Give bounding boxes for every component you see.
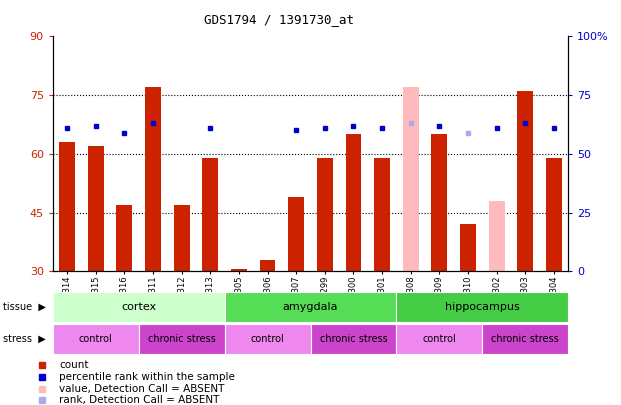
Bar: [59, 142, 75, 271]
Bar: [460, 224, 476, 271]
Bar: [546, 158, 562, 271]
Text: control: control: [422, 334, 456, 344]
Bar: [403, 87, 419, 271]
Text: control: control: [251, 334, 284, 344]
Bar: [432, 134, 447, 271]
Text: stress  ▶: stress ▶: [3, 334, 46, 344]
Bar: [374, 158, 390, 271]
Text: tissue  ▶: tissue ▶: [3, 302, 46, 312]
Bar: [310, 324, 396, 354]
Text: GDS1794 / 1391730_at: GDS1794 / 1391730_at: [204, 13, 355, 26]
Text: rank, Detection Call = ABSENT: rank, Detection Call = ABSENT: [59, 395, 219, 405]
Bar: [231, 269, 247, 271]
Text: chronic stress: chronic stress: [320, 334, 388, 344]
Bar: [174, 205, 189, 271]
Text: value, Detection Call = ABSENT: value, Detection Call = ABSENT: [59, 384, 224, 394]
Text: count: count: [59, 360, 89, 371]
Text: hippocampus: hippocampus: [445, 302, 520, 312]
Text: amygdala: amygdala: [283, 302, 338, 312]
Text: percentile rank within the sample: percentile rank within the sample: [59, 372, 235, 382]
Bar: [517, 91, 533, 271]
Bar: [53, 292, 225, 322]
Bar: [396, 292, 568, 322]
Bar: [345, 134, 361, 271]
Bar: [145, 87, 161, 271]
Bar: [225, 292, 396, 322]
Bar: [202, 158, 218, 271]
Bar: [117, 205, 132, 271]
Text: chronic stress: chronic stress: [491, 334, 559, 344]
Bar: [260, 260, 276, 271]
Bar: [88, 146, 104, 271]
Bar: [138, 324, 225, 354]
Text: chronic stress: chronic stress: [148, 334, 215, 344]
Text: control: control: [79, 334, 112, 344]
Bar: [396, 324, 483, 354]
Bar: [53, 324, 138, 354]
Text: cortex: cortex: [121, 302, 156, 312]
Bar: [288, 197, 304, 271]
Bar: [225, 324, 310, 354]
Bar: [483, 324, 568, 354]
Bar: [489, 201, 504, 271]
Bar: [317, 158, 333, 271]
